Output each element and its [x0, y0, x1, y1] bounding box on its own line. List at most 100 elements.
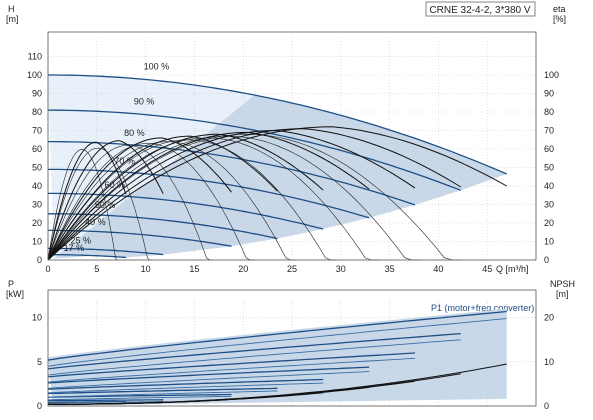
operating-area [53, 95, 507, 259]
x-tick-label: 30 [336, 264, 346, 274]
head-curve [48, 192, 324, 230]
p-tick-label: 10 [32, 313, 42, 323]
efficiency-curve [47, 131, 370, 261]
npsh-axis-unit: [m] [556, 289, 569, 299]
y2-tick-label: 0 [544, 255, 549, 265]
p2-curve [47, 395, 232, 401]
y2-axis-title: eta [553, 4, 566, 14]
p1-curve [47, 310, 507, 361]
y-tick-label: 10 [32, 237, 42, 247]
y-tick-label: 90 [32, 89, 42, 99]
p-axis-title: P [8, 279, 14, 289]
head-curve [48, 253, 127, 259]
y2-tick-label: 40 [544, 181, 554, 191]
p2-curve [47, 339, 461, 376]
head-curve-label: 25 % [70, 235, 91, 245]
efficiency-curve-thin [47, 139, 337, 261]
y2-tick-label: 90 [544, 89, 554, 99]
p2-curve [47, 390, 278, 398]
efficiency-curve-thin [47, 143, 255, 261]
p2-curve [47, 357, 416, 383]
head-curve-label: 40 % [85, 217, 106, 227]
y2-tick-label: 50 [544, 163, 554, 173]
npsh-tick-label: 10 [544, 357, 554, 367]
y2-axis-unit: [%] [553, 14, 566, 24]
y2-tick-label: 20 [544, 218, 554, 228]
y-tick-label: 50 [32, 163, 42, 173]
npsh-tick-label: 20 [544, 313, 554, 323]
p-axis-unit: [kW] [6, 289, 24, 299]
head-curve [47, 109, 462, 191]
efficiency-curve [47, 126, 507, 261]
efficiency-curve-thin [47, 144, 214, 261]
x-tick-label: 20 [238, 264, 248, 274]
efficiency-curve-thin [47, 149, 119, 261]
x-tick-label: 45 [482, 264, 492, 274]
x-tick-label: 35 [385, 264, 395, 274]
head-curve [48, 74, 507, 175]
npsh-axis-title: NPSH [550, 279, 575, 289]
efficiency-curve-thin [47, 133, 461, 261]
y-tick-label: 70 [32, 126, 42, 136]
y2-tick-label: 10 [544, 237, 554, 247]
y-tick-label: 60 [32, 144, 42, 154]
p1-curve [47, 332, 461, 370]
efficiency-curve-thin [47, 135, 420, 261]
y2-tick-label: 80 [544, 107, 554, 117]
head-curve-label: 17 % [64, 243, 85, 253]
y2-tick-label: 70 [544, 126, 554, 136]
efficiency-curve-thin [47, 141, 296, 261]
x-tick-label: 15 [189, 264, 199, 274]
head-curve-label: 50 % [95, 200, 116, 210]
head-curve [48, 213, 278, 240]
p2-curve [47, 382, 324, 394]
p2-curve [48, 401, 164, 404]
p-tick-label: 0 [37, 401, 42, 411]
y-axis-title: H [8, 4, 15, 14]
head-curve-label: 60 % [105, 180, 126, 190]
p1-curve [47, 366, 370, 384]
bottom-plot-frame [47, 289, 537, 407]
top-plot-frame [47, 31, 537, 261]
efficiency-curve [47, 135, 278, 261]
x-tick-label: 5 [94, 264, 99, 274]
efficiency-curve-thin [47, 147, 152, 261]
y-tick-label: 20 [32, 218, 42, 228]
npsh-curve [48, 402, 127, 405]
head-curve [48, 247, 164, 256]
chart-title: CRNE 32-4-2, 3*380 V [429, 5, 530, 16]
p1-curve [47, 387, 278, 395]
y-tick-label: 40 [32, 181, 42, 191]
efficiency-curve [47, 140, 164, 261]
efficiency-curve [47, 129, 416, 261]
p-tick-label: 5 [37, 357, 42, 367]
y-axis-unit: [m] [6, 14, 19, 24]
y-tick-label: 0 [37, 255, 42, 265]
x-tick-label: 10 [141, 264, 151, 274]
p1-curve [47, 378, 324, 390]
p2-curve [47, 371, 370, 389]
x-tick-label: 0 [45, 264, 50, 274]
y-tick-label: 110 [28, 52, 42, 62]
y-tick-label: 80 [32, 107, 42, 117]
x-axis-title: Q [m³/h] [496, 264, 529, 274]
head-curve-label: 100 % [144, 61, 170, 71]
efficiency-curve [47, 141, 127, 261]
p1-curve [48, 399, 164, 402]
efficiency-curve-thin [47, 137, 379, 261]
y2-tick-label: 60 [544, 144, 554, 154]
p1-curve [47, 393, 232, 398]
npsh-tick-label: 0 [544, 401, 549, 411]
y2-tick-label: 30 [544, 200, 554, 210]
x-tick-label: 25 [287, 264, 297, 274]
p2-curve [47, 318, 507, 367]
head-curve [48, 168, 370, 219]
x-tick-label: 40 [433, 264, 443, 274]
p1-series-label: P1 (motor+freq.converter) [431, 303, 534, 313]
y2-tick-label: 100 [544, 70, 559, 80]
y-tick-label: 100 [27, 70, 42, 80]
p1-curve [47, 352, 416, 378]
head-curve-label: 70 % [114, 156, 135, 166]
